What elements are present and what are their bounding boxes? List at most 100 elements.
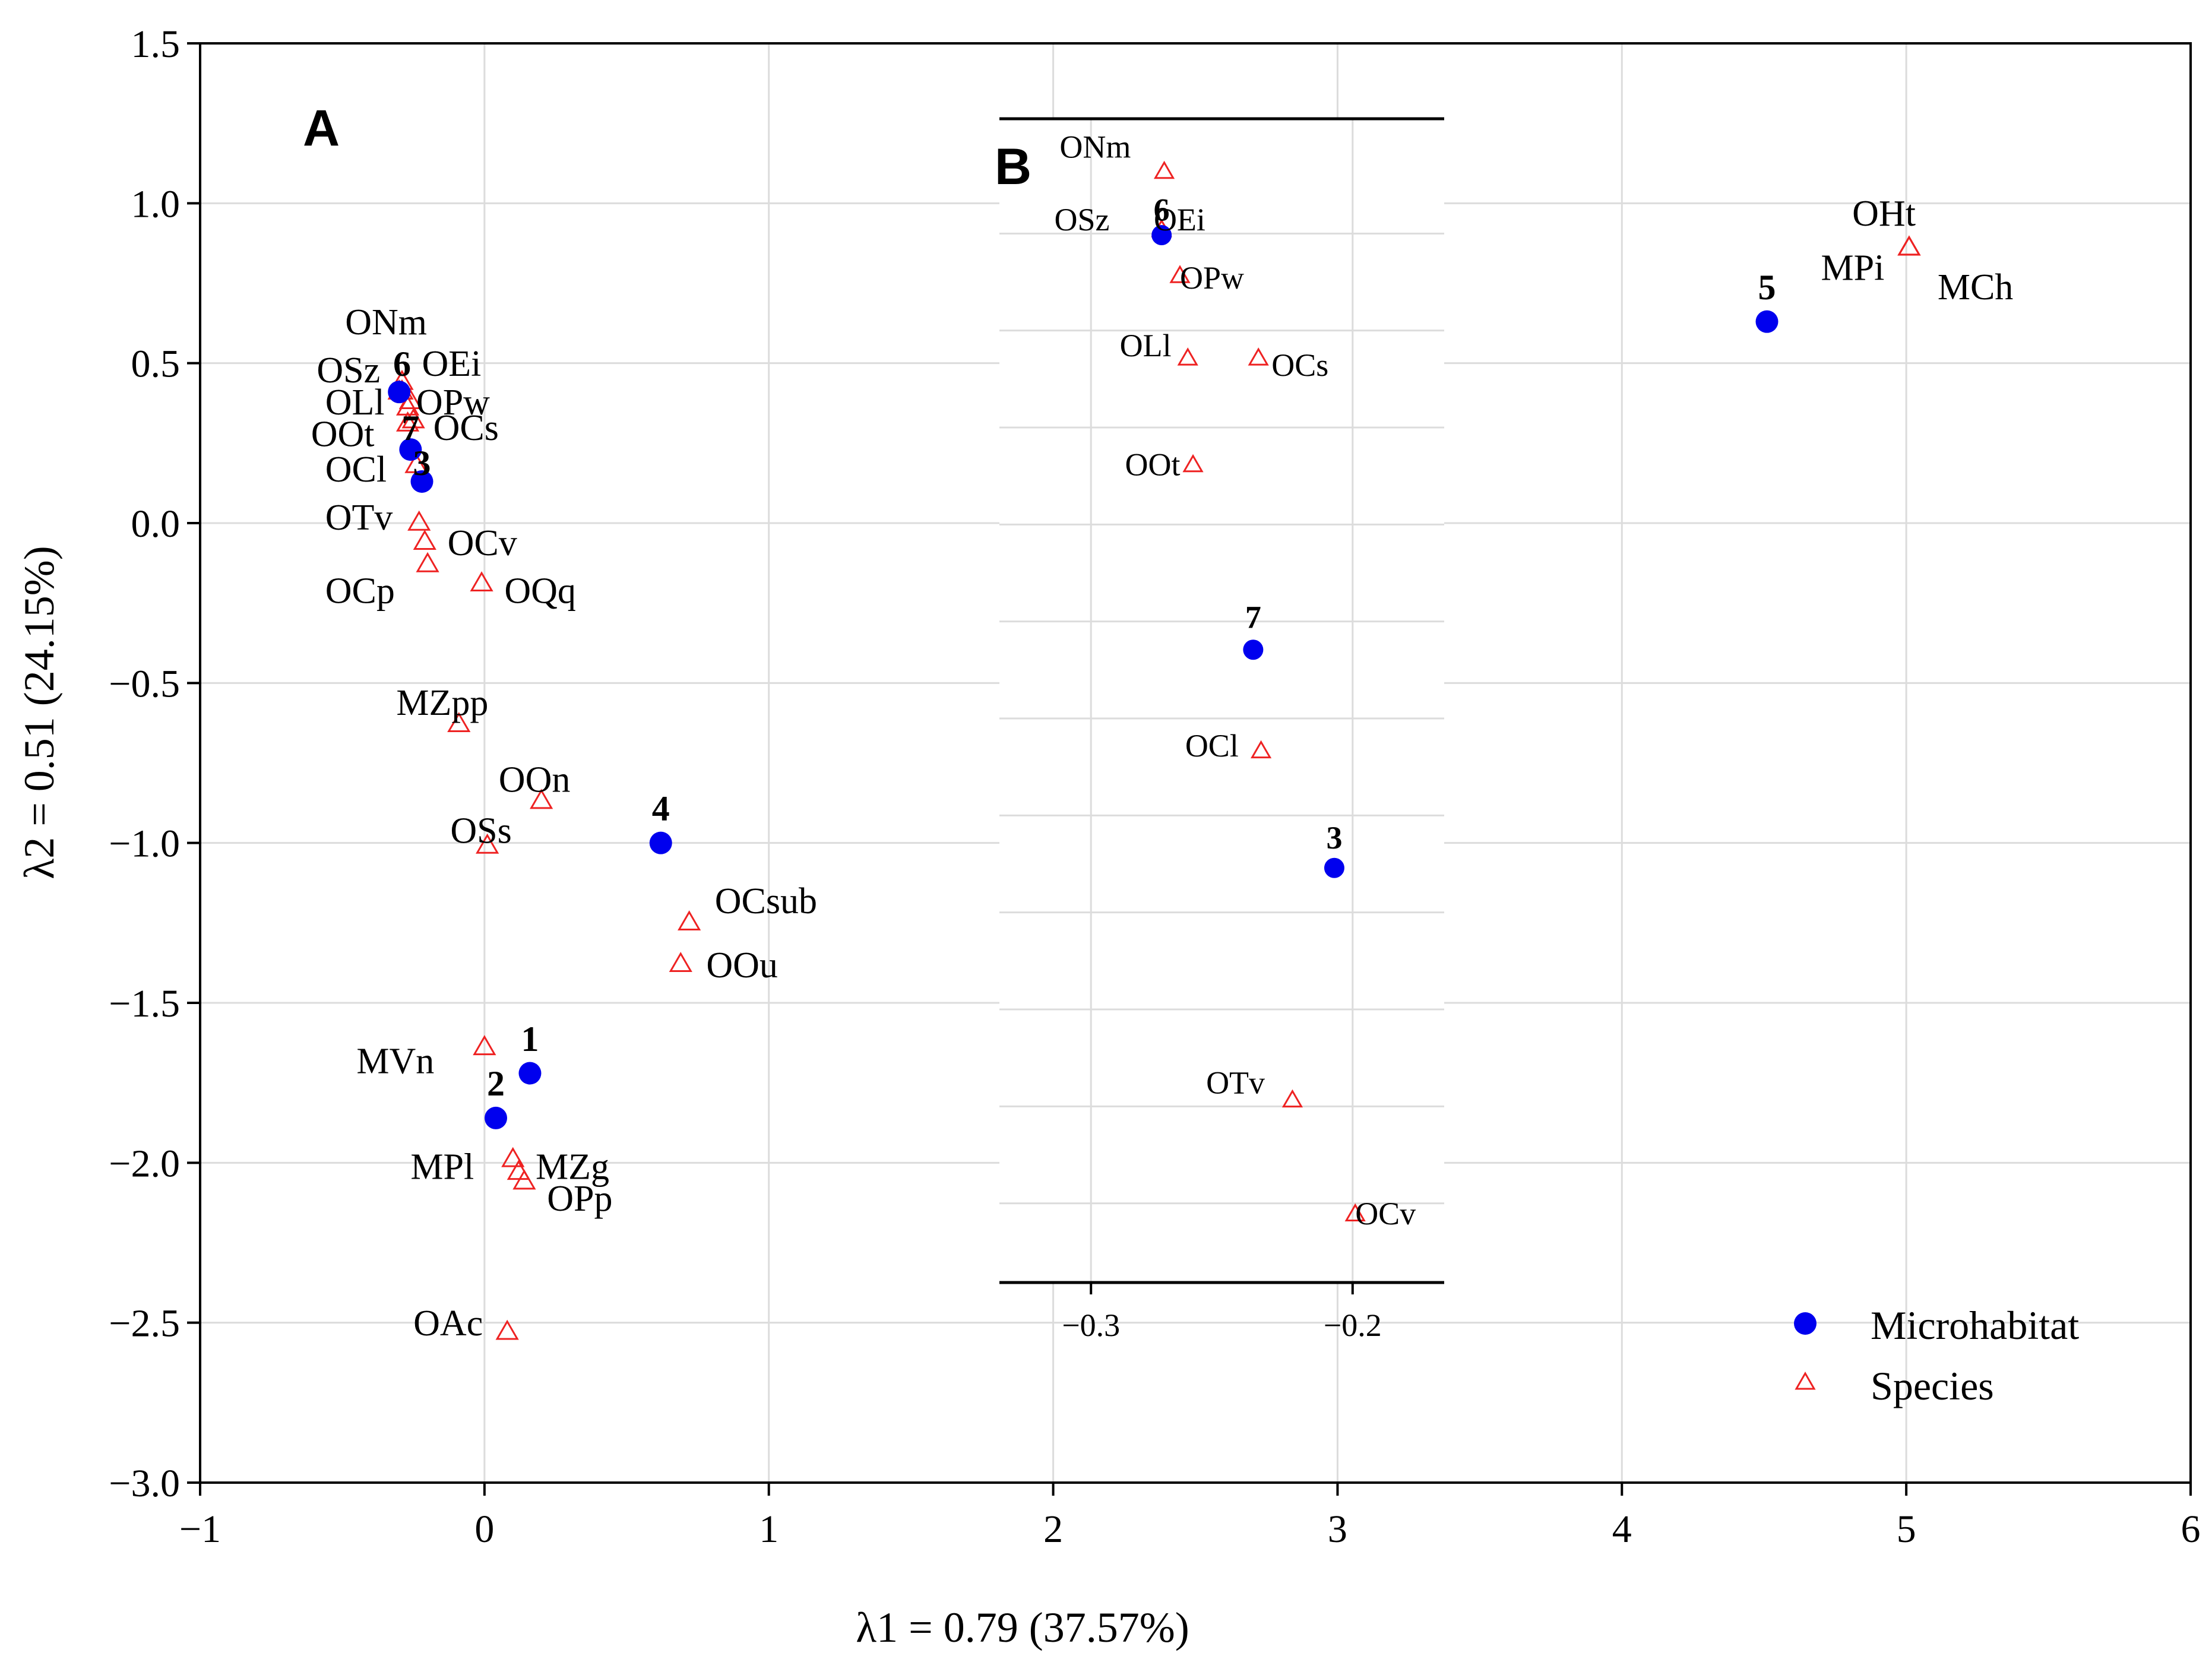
y-tick-label: −2.0 bbox=[109, 1142, 180, 1185]
y-tick-label: −2.5 bbox=[109, 1302, 180, 1345]
species-label: OCsub bbox=[715, 881, 817, 922]
species-marker bbox=[501, 1147, 525, 1167]
inset-species-label: OCv bbox=[1355, 1196, 1416, 1231]
species-label: OAc bbox=[413, 1303, 483, 1344]
x-tick-label: 6 bbox=[2181, 1508, 2201, 1551]
x-tick-label: −1 bbox=[179, 1508, 221, 1551]
species-label: OOn bbox=[499, 759, 571, 800]
species-marker bbox=[473, 1035, 496, 1056]
species-label: MZpp bbox=[396, 683, 488, 723]
inset-species-marker bbox=[1169, 265, 1191, 283]
y-tick-label: −0.5 bbox=[109, 662, 180, 705]
inset-species-label: OOt bbox=[1125, 447, 1180, 482]
species-label: OTv bbox=[325, 498, 393, 538]
species-label: MPi bbox=[1821, 248, 1884, 289]
microhabitat-point bbox=[410, 470, 433, 493]
microhabitat-label: 3 bbox=[413, 444, 431, 483]
inset-species-marker bbox=[1281, 1089, 1303, 1108]
microhabitat-point bbox=[388, 381, 411, 404]
species-label: OCp bbox=[325, 571, 395, 612]
species-label: OCl bbox=[325, 449, 387, 490]
species-marker bbox=[1897, 235, 1921, 256]
y-tick-label: 0.5 bbox=[131, 343, 181, 386]
y-tick-label: −1.5 bbox=[109, 982, 180, 1025]
species-marker bbox=[407, 510, 431, 531]
species-marker bbox=[669, 952, 692, 973]
species-marker bbox=[1897, 235, 1921, 256]
y-tick-label: 1.5 bbox=[131, 23, 181, 66]
inset-species-label: OTv bbox=[1206, 1065, 1265, 1101]
species-label: MPl bbox=[410, 1147, 474, 1187]
inset-species-marker bbox=[1248, 347, 1269, 366]
y-tick-label: 1.0 bbox=[131, 182, 181, 226]
legend-species-label: Species bbox=[1871, 1363, 1994, 1408]
y-axis-label: λ2 = 0.51 (24.15%) bbox=[15, 546, 63, 879]
inset-species-marker bbox=[1153, 160, 1175, 179]
species-marker bbox=[1897, 235, 1921, 256]
legend: Microhabitat Species bbox=[1794, 1303, 2079, 1408]
legend-species-marker bbox=[1795, 1371, 1816, 1390]
inset-species-marker bbox=[1177, 347, 1198, 366]
inset-microhabitat-label: 7 bbox=[1245, 600, 1261, 635]
microhabitat-label: 4 bbox=[652, 789, 670, 828]
species-label: OHt bbox=[1852, 194, 1916, 234]
species-label: OPp bbox=[547, 1179, 612, 1219]
y-tick-label: −3.0 bbox=[109, 1462, 180, 1505]
legend-microhabitat-marker bbox=[1794, 1312, 1817, 1335]
inset-microhabitat-point bbox=[1324, 857, 1344, 878]
microhabitat-point bbox=[1755, 310, 1779, 333]
microhabitat-label: 2 bbox=[487, 1064, 505, 1103]
y-tick-label: 0.0 bbox=[131, 502, 181, 546]
species-label: OCs bbox=[433, 408, 499, 448]
microhabitat-label: 5 bbox=[1758, 268, 1776, 307]
species-marker bbox=[470, 571, 493, 592]
x-tick-label: 4 bbox=[1612, 1508, 1632, 1551]
inset-species-marker bbox=[1344, 1203, 1366, 1222]
species-marker bbox=[413, 530, 436, 550]
inset-species-marker bbox=[1250, 740, 1272, 759]
species-marker bbox=[512, 1169, 536, 1190]
species-marker bbox=[416, 552, 439, 572]
inset-x-tick-label: −0.2 bbox=[1324, 1307, 1382, 1343]
x-axis-label: λ1 = 0.79 (37.57%) bbox=[856, 1604, 1189, 1651]
microhabitat-point bbox=[518, 1062, 542, 1085]
species-label: OPw bbox=[416, 382, 490, 423]
x-tick-label: 5 bbox=[1897, 1508, 1916, 1551]
legend-microhabitat-label: Microhabitat bbox=[1871, 1303, 2079, 1348]
panel-a-axes: −1 0 1 2 3 4 5 6−3.0−2.5−2.0−1.5−1.0−0.50.00.51… bbox=[109, 23, 2200, 1551]
species-label: OSs bbox=[450, 811, 511, 851]
microhabitat-point bbox=[485, 1106, 508, 1129]
inset-x-tick-label: −0.3 bbox=[1062, 1307, 1120, 1343]
inset-microhabitat-point bbox=[1243, 639, 1264, 660]
species-marker bbox=[495, 1319, 519, 1340]
x-tick-label: 0 bbox=[474, 1508, 494, 1551]
x-tick-label: 3 bbox=[1328, 1508, 1347, 1551]
inset-species-label: OPw bbox=[1180, 260, 1244, 296]
species-label: OQq bbox=[504, 571, 576, 612]
species-label: OOu bbox=[706, 945, 778, 986]
x-tick-label: 1 bbox=[759, 1508, 779, 1551]
panel-b-grid bbox=[999, 119, 1444, 1283]
panel-b-background bbox=[999, 119, 1444, 1283]
microhabitat-point bbox=[649, 831, 672, 854]
species-marker bbox=[401, 408, 425, 429]
inset-species-label: OSz bbox=[1055, 202, 1110, 238]
panel-b-inset bbox=[999, 119, 1444, 1283]
microhabitat-label: 1 bbox=[521, 1019, 539, 1059]
species-label: MCh bbox=[1938, 267, 2013, 308]
species-label: OEi bbox=[422, 344, 482, 384]
species-marker bbox=[507, 1160, 530, 1180]
species-label: OCv bbox=[448, 523, 517, 563]
species-label: OOt bbox=[311, 414, 375, 455]
species-label: OSz bbox=[317, 350, 380, 391]
inset-species-marker bbox=[1182, 454, 1204, 473]
species-marker bbox=[476, 833, 499, 854]
inset-species-label: OEi bbox=[1154, 202, 1205, 238]
inset-microhabitat-point bbox=[1151, 225, 1172, 245]
species-marker bbox=[678, 910, 701, 931]
inset-microhabitat-label: 6 bbox=[1154, 192, 1170, 228]
x-tick-label: 2 bbox=[1043, 1508, 1063, 1551]
y-tick-label: −1.0 bbox=[109, 822, 180, 866]
